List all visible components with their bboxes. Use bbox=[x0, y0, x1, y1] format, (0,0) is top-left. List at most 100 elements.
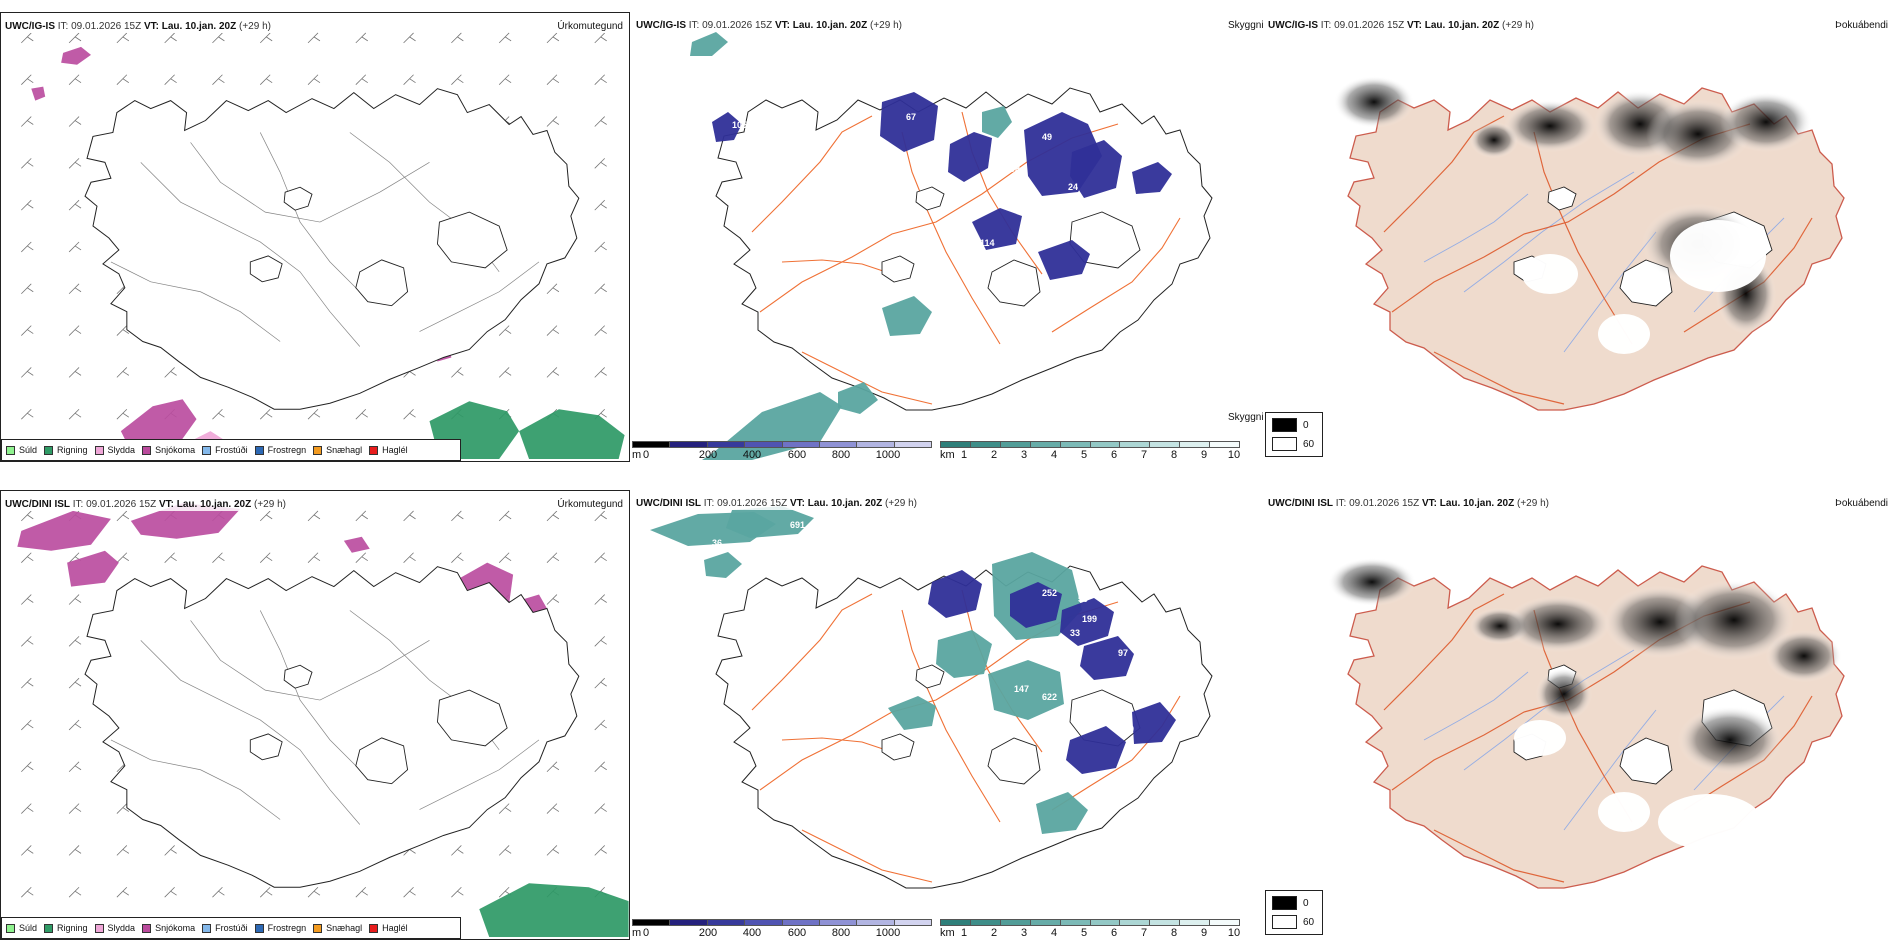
precip-top-wind-barb-3 bbox=[116, 32, 130, 44]
precip-top-road-1 bbox=[140, 162, 361, 347]
visibility-bottom-height-scale-swatch bbox=[819, 920, 858, 925]
visibility-bottom-height-scale-swatch bbox=[707, 920, 746, 925]
vt-value: Lau. 10.jan. 20Z bbox=[792, 20, 868, 31]
it-label: IT: bbox=[688, 20, 700, 31]
model-name: UWC/DINI ISL bbox=[1268, 498, 1333, 509]
legend-item-rain: Rigning bbox=[44, 923, 88, 933]
vis-top-visibility-area-7 bbox=[1070, 140, 1122, 198]
panel-visibility-top: 105 67 121 98 187 33 114 93 49 24 UWC/IG-IS IT: 0… bbox=[632, 12, 1262, 462]
vt-value: Lau. 10.jan. 20Z bbox=[807, 498, 883, 509]
precip-bottom-wind-barb-39 bbox=[594, 594, 607, 605]
precip-top-glaciers bbox=[249, 186, 508, 307]
vis-top-visibility-area-2 bbox=[690, 32, 728, 56]
freezing-rain-swatch bbox=[254, 923, 264, 933]
vis-top-visibility-value-label: 98 bbox=[1010, 164, 1020, 174]
vis-bottom-road-3 bbox=[801, 829, 933, 883]
cloud-bottom-glacier-2 bbox=[1619, 737, 1673, 785]
visibility-top-distance-scale-tick: 6 bbox=[1110, 449, 1118, 461]
precip-bottom-wind-barb-79 bbox=[21, 761, 34, 773]
visibility-bottom-distance-scale-swatch bbox=[1120, 920, 1151, 925]
it-label: IT: bbox=[72, 499, 84, 510]
visibility-top-distance-scale-swatch bbox=[1090, 442, 1121, 447]
hail-swatch bbox=[369, 923, 379, 933]
precip-top-wind-barb-22 bbox=[403, 74, 416, 85]
visibility-bottom-distance-scale-swatch bbox=[970, 920, 1001, 925]
model-name: UWC/IG-IS bbox=[636, 20, 686, 31]
visibility-top-height-scale-tick: 800 bbox=[831, 449, 851, 461]
precip-bottom-wind-barb-91 bbox=[594, 761, 607, 773]
precip-bottom-wind-barb-53 bbox=[21, 677, 34, 689]
it-value: 09.01.2026 15Z bbox=[71, 21, 142, 32]
precip-top-road-5 bbox=[419, 261, 540, 332]
vis-top-road-3 bbox=[801, 351, 933, 405]
vis-bottom-visibility-value-label: 33 bbox=[1070, 628, 1080, 638]
precip-bottom-wind-barb-119 bbox=[68, 886, 82, 898]
cloud-bottom-river-2 bbox=[1423, 671, 1529, 741]
panel-cloud-top: UWC/IG-IS IT: 09.01.2026 15Z VT: Lau. 10… bbox=[1264, 12, 1894, 462]
precip-bottom-wind-barb-3 bbox=[116, 510, 130, 522]
vt-value: Lau. 10.jan. 20Z bbox=[1439, 498, 1515, 509]
vis-top-visibility-area-5 bbox=[982, 106, 1012, 138]
vis-top-visibility-area-10 bbox=[1132, 162, 1172, 194]
precip-bottom-wind-barb-90 bbox=[546, 761, 560, 773]
it-value: 09.01.2026 15Z bbox=[86, 499, 157, 510]
vis-top-visibility-value-label: 24 bbox=[1068, 182, 1078, 192]
panel-title-top-right: UWC/IG-IS IT: 09.01.2026 15Z VT: Lau. 10… bbox=[1266, 20, 1536, 32]
cloud-bottom-cloud-patch-8 bbox=[1678, 706, 1782, 774]
precip-legend: Súld Rigning Slydda Snjókoma Frostúði Fr… bbox=[1, 439, 461, 461]
precip-top-iceland-group bbox=[84, 88, 580, 410]
visibility-bottom-distance-scale-tick: 4 bbox=[1050, 927, 1058, 939]
precip-bottom-wind-barb-13 bbox=[594, 510, 607, 522]
precip-bottom-wind-barb-8 bbox=[355, 510, 368, 522]
cloud-top-cloud-patch-1 bbox=[1334, 76, 1414, 128]
vis-top-road-7 bbox=[781, 259, 893, 275]
map-precip-type-top bbox=[21, 32, 625, 460]
lead-time: (+29 h) bbox=[239, 21, 271, 32]
precip-bottom-road-5 bbox=[419, 739, 540, 810]
visibility-bottom-distance-scale: km 1 2 3 4 5 6 7 8 9 10 bbox=[940, 915, 1240, 940]
drizzle-swatch bbox=[6, 923, 15, 933]
rain-swatch bbox=[44, 445, 54, 455]
visibility-bottom-height-scale-swatch bbox=[782, 920, 820, 925]
precip-bottom-wind-barb-106 bbox=[68, 845, 82, 856]
precip-bottom-precip-area-2 bbox=[130, 502, 241, 539]
panel-precip-type-top: UWC/IG-IS IT: 09.01.2026 15Z VT: Lau. 10… bbox=[0, 12, 630, 462]
precip-top-wind-barb-124 bbox=[307, 408, 321, 420]
precip-top-wind-barb-12 bbox=[546, 32, 560, 44]
cloud-key-bottom: 0 60 bbox=[1265, 890, 1323, 935]
model-name: UWC/IG-IS bbox=[5, 21, 55, 32]
precip-bottom-wind-barb-11 bbox=[498, 510, 512, 522]
vis-bottom-road-6 bbox=[961, 589, 1043, 753]
visibility-top-height-scale-swatch bbox=[894, 442, 931, 447]
visibility-bottom-height-scale-tick: 400 bbox=[742, 927, 762, 939]
vis-bottom-visibility-area-13 bbox=[888, 696, 936, 730]
vis-top-visibility-area-4 bbox=[948, 132, 992, 182]
visibility-top-distance-scale-swatch bbox=[1180, 442, 1211, 447]
precip-legend: Súld Rigning Slydda Snjókoma Frostúði Fr… bbox=[1, 917, 461, 939]
legend-item-snow-pellets: Snæhagl bbox=[313, 923, 362, 933]
precip-bottom-wind-barb-116 bbox=[546, 845, 560, 856]
precip-bottom-wind-barb-104 bbox=[594, 803, 607, 814]
cloud-top-river-3 bbox=[1563, 231, 1657, 353]
model-name: UWC/IG-IS bbox=[1268, 20, 1318, 31]
precip-bottom-wind-barb-123 bbox=[259, 886, 273, 898]
vt-label: VT: bbox=[143, 21, 159, 32]
precip-bottom-wind-barb-107 bbox=[116, 845, 130, 856]
precip-bottom-wind-barb-118 bbox=[21, 886, 34, 898]
visibility-bottom-distance-scale-tick: 8 bbox=[1170, 927, 1178, 939]
vis-bottom-visibility-value-label: 199 bbox=[1082, 614, 1097, 624]
precip-top-wind-barb-108 bbox=[164, 367, 177, 378]
vis-bottom-glacier-1 bbox=[915, 664, 945, 689]
cloud-top-cloud-patch-3 bbox=[1504, 100, 1596, 152]
visibility-bottom-distance-scale-bar bbox=[940, 919, 1240, 926]
cloud-top-clear-area-1 bbox=[1522, 254, 1578, 294]
visibility-top-distance-scale-swatch bbox=[1210, 442, 1240, 447]
visibility-bottom-distance-scale-swatch bbox=[941, 920, 971, 925]
precip-bottom-wind-barb-117 bbox=[594, 845, 607, 856]
precip-bottom-wind-barb-25 bbox=[546, 552, 560, 563]
visibility-bottom-height-scale-swatch bbox=[857, 920, 895, 925]
vis-bottom-visibility-value-label: 147 bbox=[1014, 684, 1029, 694]
visibility-top-distance-scale: km 1 2 3 4 5 6 7 8 9 10 bbox=[940, 437, 1240, 462]
